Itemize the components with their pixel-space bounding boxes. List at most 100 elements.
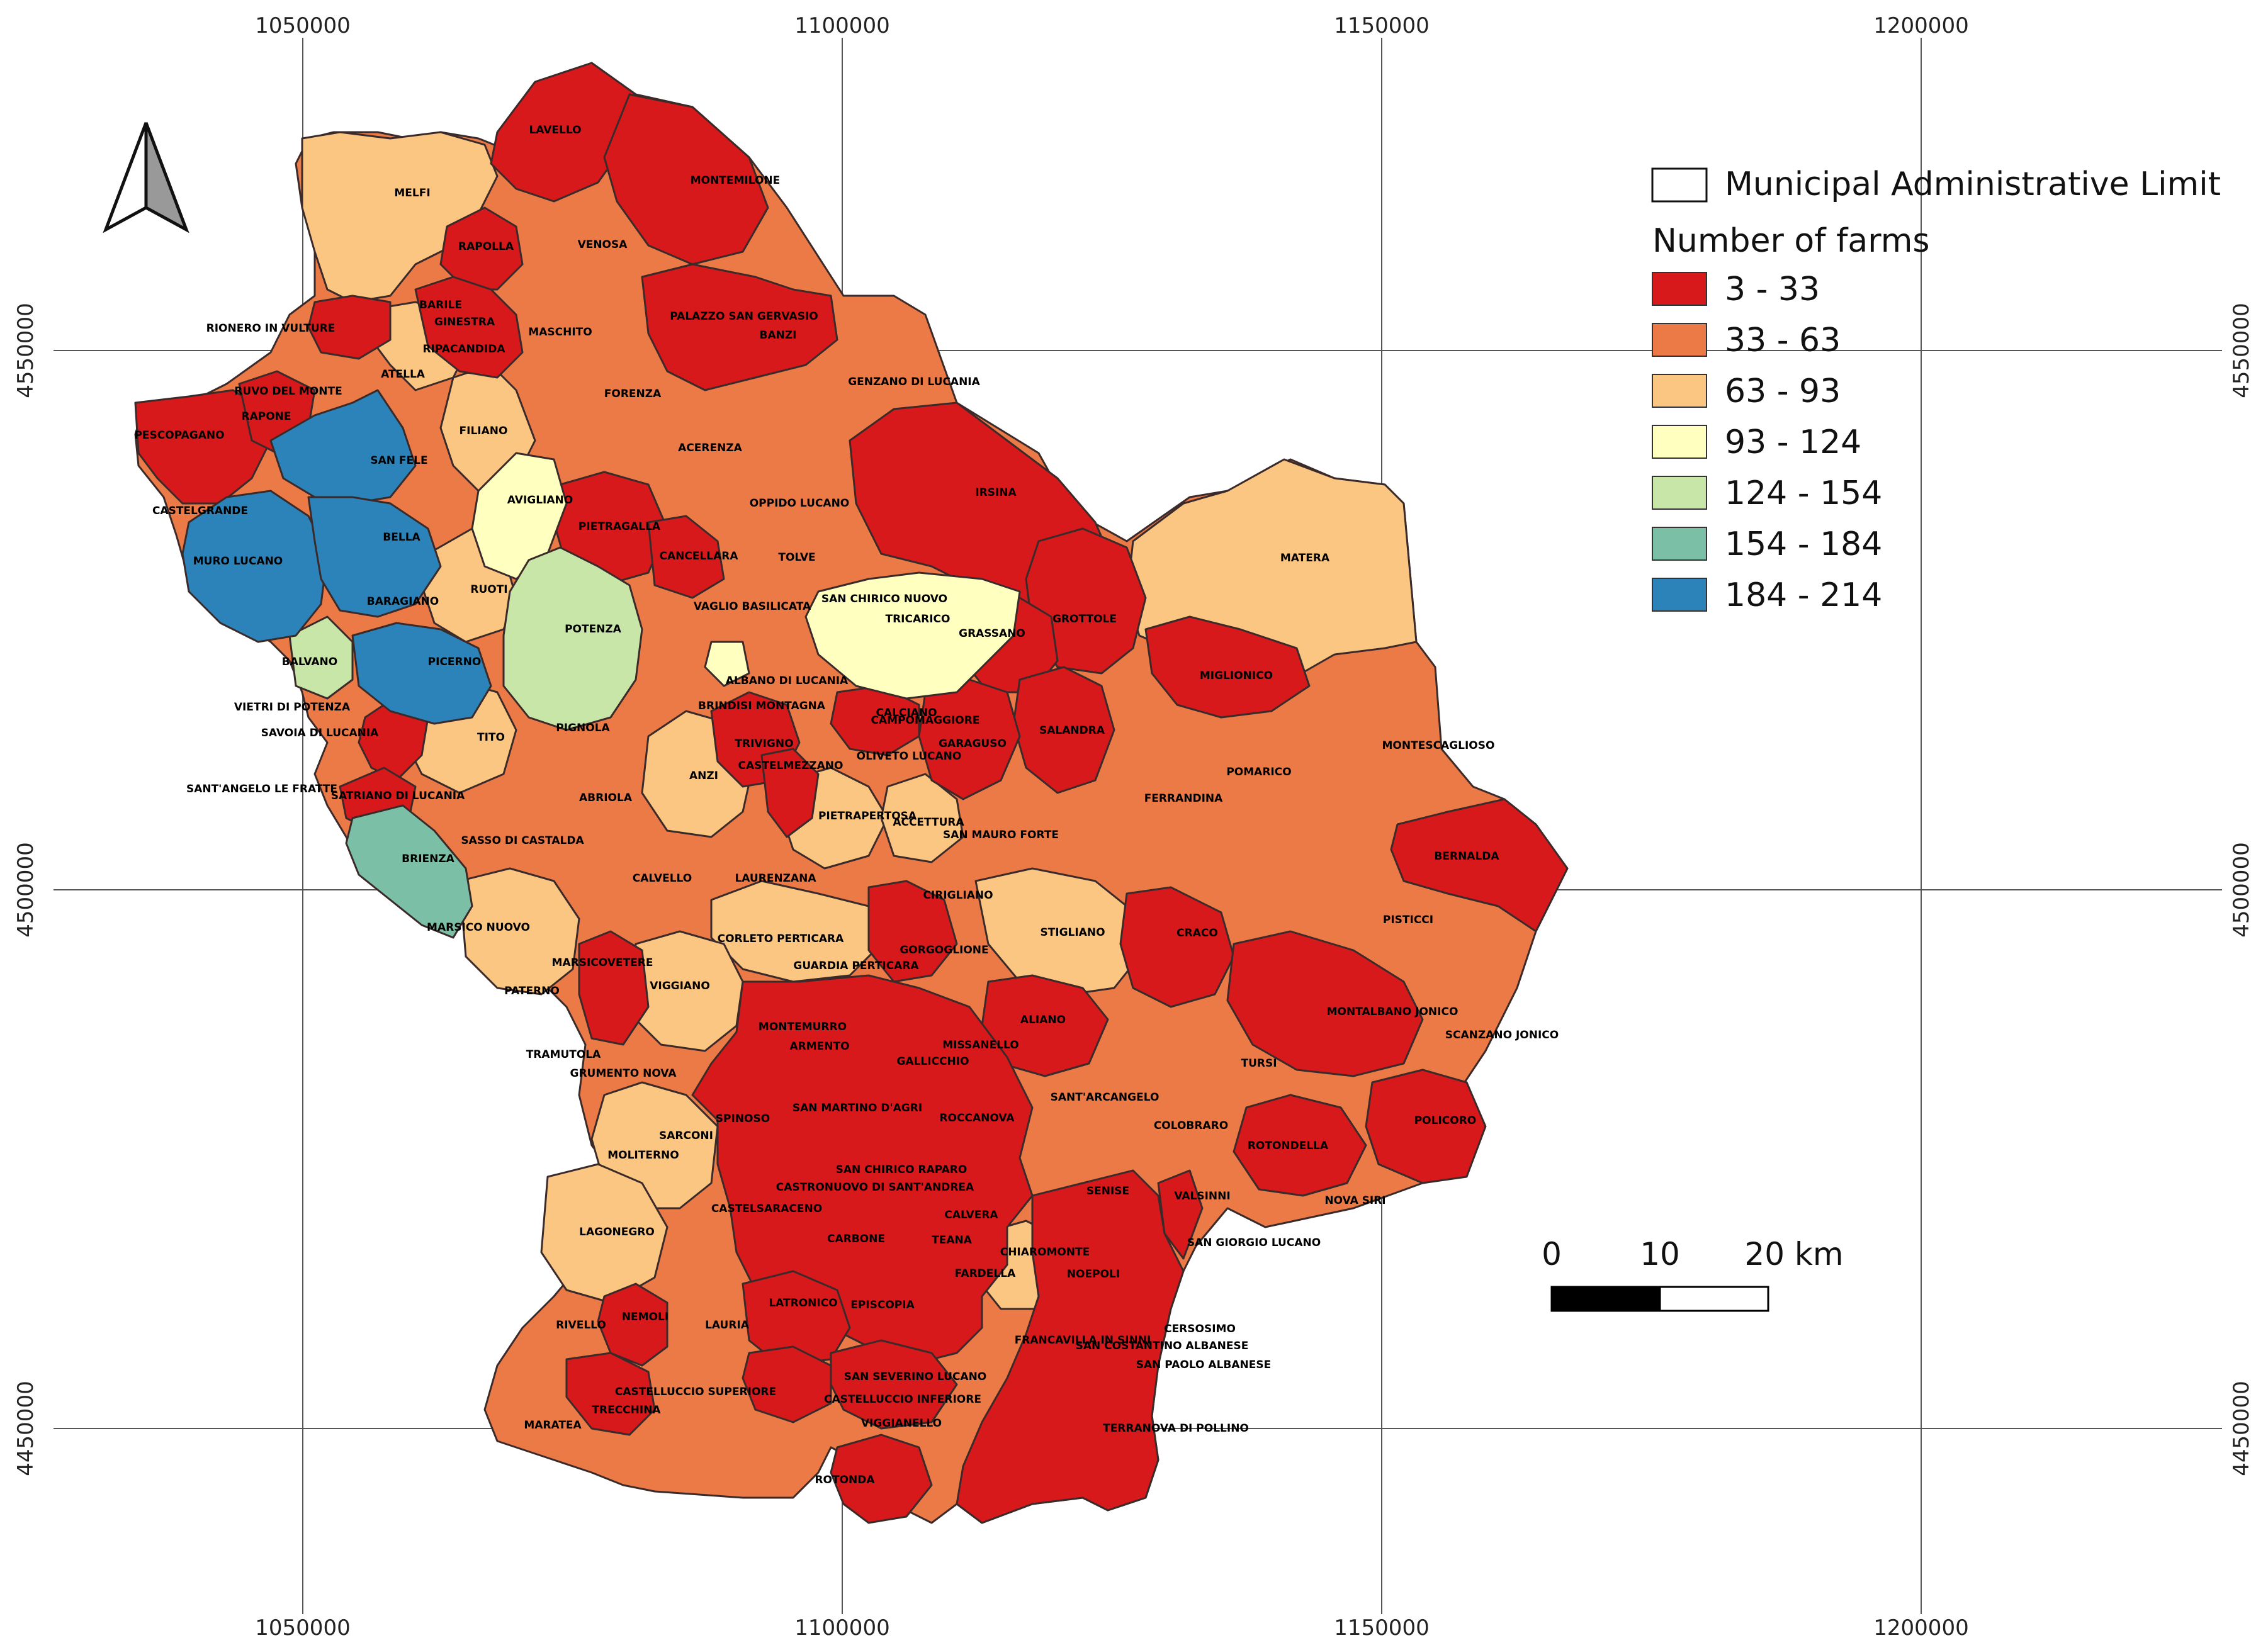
region-montemilone xyxy=(603,93,769,266)
municipality-label: RUOTI xyxy=(470,583,507,596)
municipality-label: SAN PAOLO ALBANESE xyxy=(1136,1359,1271,1371)
legend-swatch xyxy=(1652,272,1707,306)
municipality-label: GALLICCHIO xyxy=(896,1055,969,1068)
municipality-label: MATERA xyxy=(1280,552,1330,564)
legend-classes: 3 - 33 33 - 63 63 - 93 93 - 124 124 - 154 154… xyxy=(1652,271,1882,614)
municipality-label: MONTEMILONE xyxy=(691,174,781,187)
region-albano-small xyxy=(704,641,750,687)
municipality-label: BERNALDA xyxy=(1434,850,1499,863)
north-arrow-right-half xyxy=(144,122,189,233)
municipality-label: ANZI xyxy=(689,770,718,782)
municipality-label: TRECCHINA xyxy=(592,1404,661,1417)
x-coordinate-labels-top: 1050000 1100000 1150000 1200000 xyxy=(255,13,1968,38)
municipality-label: PESCOPAGANO xyxy=(134,429,224,442)
municipality-label: TITO xyxy=(477,731,505,744)
municipality-label: CALCIANO xyxy=(876,707,937,719)
x-label-top: 1200000 xyxy=(1873,13,1968,38)
region-tricarico xyxy=(804,571,1021,700)
municipality-label: CASTELMEZZANO xyxy=(738,760,843,772)
municipality-label: MELFI xyxy=(394,187,430,199)
municipality-label: LAURENZANA xyxy=(735,872,816,885)
y-label-left: 4550000 xyxy=(13,303,38,398)
municipality-label: TRICARICO xyxy=(886,613,951,626)
municipality-label: FRANCAVILLA IN SINNI xyxy=(1015,1334,1151,1347)
region-rionero xyxy=(307,295,392,360)
municipality-label: ALBANO DI LUCANIA xyxy=(726,675,849,687)
municipality-label: RUVO DEL MONTE xyxy=(234,385,342,398)
region-balvano xyxy=(288,615,354,700)
municipality-label: RIPACANDIDA xyxy=(422,343,505,356)
municipality-label: TOLVE xyxy=(778,551,815,564)
legend-boundary-swatch xyxy=(1651,167,1708,203)
municipality-label: SAN FELE xyxy=(370,454,427,467)
municipality-label: ABRIOLA xyxy=(579,792,633,804)
legend-swatch xyxy=(1652,374,1707,408)
municipality-label: CALVERA xyxy=(944,1209,998,1221)
scale-bar: 0 10 20 km xyxy=(1542,1236,1844,1312)
legend-class-label: 33 - 63 xyxy=(1725,322,1841,359)
y-coordinate-labels-right: 4550000 4500000 4450000 xyxy=(2229,303,2254,1476)
region-brienza xyxy=(345,804,473,939)
municipality-label: LATRONICO xyxy=(769,1297,837,1310)
municipality-label: RIONERO IN VULTURE xyxy=(206,322,336,335)
region-rotonda xyxy=(830,1434,933,1524)
municipality-label: MOLITERNO xyxy=(607,1149,679,1162)
municipality-label: SAN CHIRICO RAPARO xyxy=(836,1164,968,1176)
municipality-label: MONTESCAGLIOSO xyxy=(1382,739,1495,752)
region-policoro xyxy=(1365,1069,1487,1184)
x-label-top: 1150000 xyxy=(1334,13,1429,38)
municipality-label: SAN MARTINO D'AGRI xyxy=(793,1102,922,1114)
north-arrow-icon xyxy=(103,122,189,233)
y-label-right: 4450000 xyxy=(2229,1381,2254,1476)
municipality-label: MURO LUCANO xyxy=(193,555,283,568)
municipality-label: VIGGIANELLO xyxy=(861,1417,942,1430)
municipality-label: GRUMENTO NOVA xyxy=(570,1067,677,1080)
municipality-label: PIETRAGALLA xyxy=(578,520,661,533)
municipality-label: VAGLIO BASILICATA xyxy=(694,600,811,613)
municipality-label: SAN GIORGIO LUCANO xyxy=(1187,1237,1321,1249)
municipality-label: OPPIDO LUCANO xyxy=(750,497,850,510)
region-nemoli xyxy=(597,1282,669,1367)
municipality-label: CANCELLARA xyxy=(659,550,738,563)
municipality-label: NOVA SIRI xyxy=(1324,1194,1385,1207)
municipality-label: CRACO xyxy=(1176,927,1218,940)
municipality-label: GINESTRA xyxy=(434,316,495,328)
municipality-label: TURSI xyxy=(1241,1057,1277,1070)
municipality-label: CASTRONUOVO DI SANT'ANDREA xyxy=(776,1181,974,1194)
municipality-label: RAPOLLA xyxy=(458,240,514,253)
municipality-label: COLOBRARO xyxy=(1154,1120,1228,1132)
municipality-label: PIETRAPERTOSA xyxy=(818,810,917,822)
region-latronico xyxy=(742,1270,851,1367)
municipality-label: SCANZANO JONICO xyxy=(1445,1029,1559,1041)
scale-label-20km: 20 km xyxy=(1744,1236,1843,1272)
legend-swatch xyxy=(1652,527,1707,561)
y-label-right: 4500000 xyxy=(2229,842,2254,937)
municipality-label: FERRANDINA xyxy=(1144,792,1223,805)
municipality-label: PATERNO xyxy=(504,985,560,997)
municipality-label: CASTELGRANDE xyxy=(152,505,248,517)
municipality-label: MONTALBANO JONICO xyxy=(1327,1006,1458,1018)
x-coordinate-labels-bottom: 1050000 1100000 1150000 1200000 xyxy=(255,1615,1968,1641)
municipality-label: POTENZA xyxy=(565,623,622,636)
municipality-label: GRASSANO xyxy=(959,627,1025,640)
legend-swatch xyxy=(1652,323,1707,357)
municipality-label: TEANA xyxy=(932,1234,973,1247)
municipality-label: FARDELLA xyxy=(955,1267,1016,1280)
municipality-label: SAN SEVERINO LUCANO xyxy=(844,1371,987,1383)
y-coordinate-labels-left: 4550000 4500000 4450000 xyxy=(13,303,38,1476)
municipality-label: CAMPOMAGGIORE xyxy=(871,714,980,727)
municipality-label: MARSICO NUOVO xyxy=(427,921,530,934)
municipality-label: BRIENZA xyxy=(402,853,455,865)
x-label-top: 1050000 xyxy=(255,13,350,38)
municipality-label: PICERNO xyxy=(428,656,482,668)
municipality-label: PALAZZO SAN GERVASIO xyxy=(670,310,818,323)
municipality-label: CASTELLUCCIO SUPERIORE xyxy=(615,1386,776,1398)
region-trecchina xyxy=(565,1352,656,1436)
municipality-label: SANT'ANGELO LE FRATTE xyxy=(186,783,337,795)
municipality-label: OLIVETO LUCANO xyxy=(857,750,962,763)
municipality-label: RIVELLO xyxy=(556,1319,606,1332)
municipality-label: BELLA xyxy=(383,531,420,544)
municipality-label: ACCETTURA xyxy=(893,816,964,829)
municipality-label: CALVELLO xyxy=(633,872,692,885)
